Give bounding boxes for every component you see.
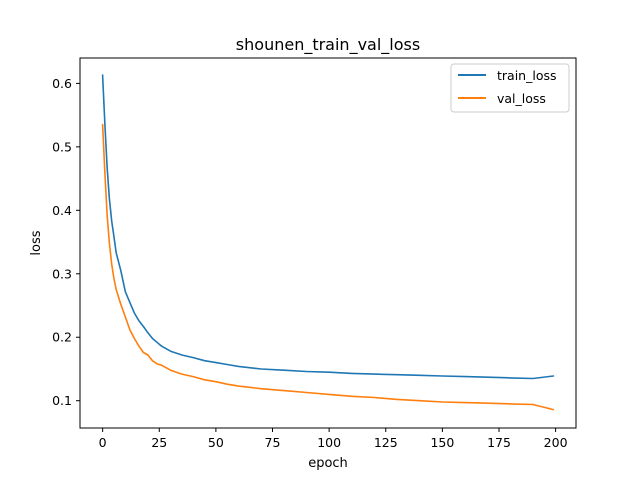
x-tick-label: 100 <box>317 435 341 450</box>
x-tick-label: 75 <box>265 435 281 450</box>
y-axis: 0.1 0.2 0.3 0.4 0.5 0.6 <box>52 76 80 408</box>
y-tick-label: 0.2 <box>52 330 72 345</box>
x-tick-label: 0 <box>99 435 107 450</box>
x-axis-title: epoch <box>308 456 348 471</box>
x-tick-label: 125 <box>374 435 398 450</box>
y-tick-label: 0.3 <box>52 266 72 281</box>
legend-val-loss-label: val_loss <box>497 91 546 106</box>
x-axis: 0 25 50 75 100 125 150 175 200 <box>99 428 568 450</box>
legend-train-loss-label: train_loss <box>497 68 557 83</box>
x-tick-label: 50 <box>208 435 224 450</box>
y-tick-label: 0.5 <box>52 139 72 154</box>
y-tick-label: 0.4 <box>52 203 72 218</box>
y-tick-label: 0.1 <box>52 393 72 408</box>
plot-frame <box>79 57 577 429</box>
x-tick-label: 25 <box>151 435 167 450</box>
y-axis-title: loss <box>29 230 44 255</box>
series-layer <box>101 74 555 411</box>
plot-area <box>79 57 577 429</box>
series-line-train-loss <box>101 74 555 380</box>
x-tick-label: 200 <box>544 435 568 450</box>
x-tick-label: 175 <box>487 435 511 450</box>
x-tick-label: 150 <box>430 435 454 450</box>
series-line-val-loss <box>101 123 555 411</box>
chart-title: shounen_train_val_loss <box>236 35 420 55</box>
legend: train_loss val_loss <box>450 63 570 113</box>
y-tick-label: 0.6 <box>52 76 72 91</box>
